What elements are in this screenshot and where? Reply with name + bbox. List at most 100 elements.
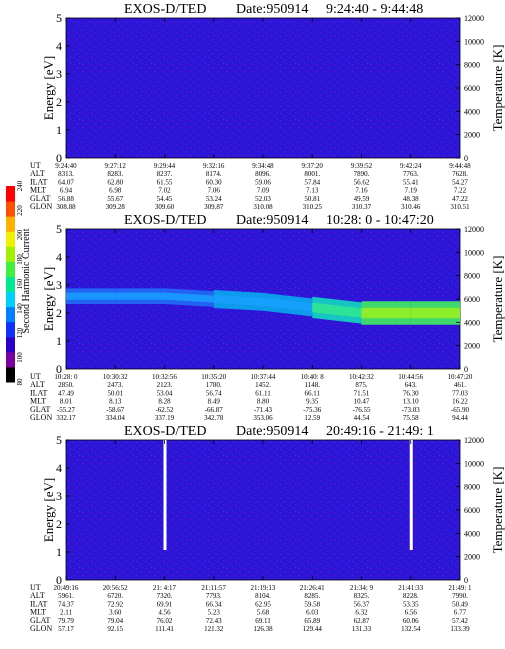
orbit-table-cell: 310.51 (450, 203, 470, 211)
orbit-table-cell: 47.49 (58, 389, 74, 397)
orbit-table-cell: 310.08 (253, 203, 273, 211)
orbit-table-cell: -71.43 (254, 406, 273, 414)
orbit-row-label: GLON (30, 202, 52, 211)
y-tick-label: 1 (56, 545, 62, 559)
orbit-table-cell: 7990. (452, 592, 468, 600)
orbit-table-cell: 79.04 (107, 617, 123, 625)
y-tick-label: 3 (56, 489, 62, 503)
orbit-table-cell: 2473. (107, 381, 123, 389)
orbit-table-cell: 1148. (305, 381, 321, 389)
orbit-row-label: ILAT (30, 388, 47, 397)
orbit-table-cell: 60.06 (403, 617, 419, 625)
orbit-table-cell: 309.60 (155, 203, 175, 211)
orbit-table-cell: 54.27 (452, 178, 468, 186)
orbit-table-cell: 76.02 (157, 617, 173, 625)
panel-2-date: Date:950914 (236, 213, 308, 228)
orbit-table-cell: 342.78 (204, 414, 224, 422)
orbit-table-cell: 121.32 (204, 625, 224, 633)
orbit-table-cell: 60.30 (206, 178, 222, 186)
panel-2-ylabel: Energy [eV] (41, 267, 56, 331)
y-tick-label: 1 (56, 123, 62, 137)
y-tick-label: 0 (56, 362, 62, 376)
colorbar-swatch (6, 351, 15, 368)
y-tick-label: 2 (56, 95, 62, 109)
y2-tick-label: 0 (464, 576, 468, 585)
colorbar-label: Second Harmonic Current (21, 228, 32, 333)
orbit-row-label: UT (30, 161, 41, 170)
orbit-table-cell: 76.30 (403, 389, 419, 397)
orbit-table-cell: 10.47 (354, 398, 370, 406)
orbit-table-cell: 8325. (354, 592, 370, 600)
band-core (115, 292, 165, 300)
panel-2-band (66, 288, 460, 325)
orbit-table-cell: 21:26:41 (300, 584, 325, 592)
orbit-table-cell: 9.35 (306, 398, 319, 406)
orbit-table-cell: 1780. (206, 381, 222, 389)
orbit-table-cell: 7.06 (208, 187, 221, 195)
orbit-row-label: GLON (30, 624, 52, 633)
orbit-table-cell: 56.88 (58, 195, 74, 203)
orbit-table-cell: -62.52 (155, 406, 174, 414)
orbit-table-cell: 71.51 (354, 389, 370, 397)
orbit-table-cell: 10:40: 8 (301, 373, 325, 381)
orbit-table-cell: 3.60 (109, 609, 122, 617)
orbit-table-cell: 13.10 (403, 398, 419, 406)
orbit-table-cell: 61.55 (157, 178, 173, 186)
panel-2-y2label: Temperature [K] (490, 256, 505, 343)
panel-2: EXOS-D/TED Date:950914 10:28: 0 - 10:47:… (30, 213, 505, 422)
orbit-table-cell: 132.54 (401, 625, 421, 633)
orbit-table-cell: 21:11:57 (201, 584, 226, 592)
orbit-row-label: UT (30, 583, 41, 592)
orbit-table-cell: 6720. (107, 592, 123, 600)
y2-tick-label: 12000 (464, 14, 484, 23)
orbit-table-cell: 10:32:56 (152, 373, 177, 381)
orbit-table-cell: 57.17 (58, 625, 74, 633)
orbit-table-cell: 7.22 (454, 187, 467, 195)
orbit-table-cell: 5961. (58, 592, 74, 600)
orbit-table-cell: 129.44 (303, 625, 323, 633)
colorbar-ticks: 80 100 120 140 160 180 200 220 240 (16, 180, 24, 385)
panel-1-axes: 0 1 2 3 4 5 0 2000 4000 6000 8000 10000 12000 (56, 11, 484, 165)
orbit-table-cell: 6.32 (355, 609, 368, 617)
orbit-table-cell: -75.36 (303, 406, 322, 414)
orbit-row-label: GLAT (30, 194, 51, 203)
colorbar-swatch (6, 291, 15, 308)
orbit-table-cell: 55.67 (107, 195, 123, 203)
y-tick-label: 5 (56, 433, 62, 447)
band-core (410, 307, 460, 319)
panel-2-title: EXOS-D/TED (124, 213, 206, 228)
y-tick-label: 2 (56, 306, 62, 320)
orbit-table-cell: 6.56 (405, 609, 418, 617)
y2-tick-label: 12000 (464, 436, 484, 445)
orbit-table-cell: 61.11 (255, 389, 271, 397)
orbit-table-cell: 8096. (255, 170, 271, 178)
panel-2-time-range: 10:28: 0 - 10:47:20 (326, 213, 434, 228)
panel-3-ylabel: Energy [eV] (41, 478, 56, 542)
y-tick-label: 0 (56, 573, 62, 587)
colorbar-swatch (6, 216, 15, 232)
orbit-row-label: ILAT (30, 599, 47, 608)
orbit-row-label: MLT (30, 608, 46, 617)
y-tick-label: 0 (56, 151, 62, 165)
orbit-row-label: ALT (30, 169, 45, 178)
y-tick-label: 5 (56, 11, 62, 25)
y2-tick-label: 10000 (464, 37, 484, 46)
y2-tick-label: 2000 (464, 553, 480, 562)
band-core (164, 292, 214, 303)
panel-3-plot-area (65, 439, 461, 581)
panel-1-title: EXOS-D/TED (124, 2, 206, 17)
y2-tick-label: 8000 (464, 61, 480, 70)
colorbar: 80 100 120 140 160 180 200 220 240 Second Harmon… (6, 180, 32, 386)
orbit-table-cell: 56.37 (354, 600, 370, 608)
colorbar-tick-label: 200 (16, 229, 24, 240)
orbit-table-cell: 50.01 (107, 389, 123, 397)
orbit-table-cell: 8174. (206, 170, 222, 178)
orbit-table-cell: 9:27:12 (105, 162, 127, 170)
orbit-table-cell: 92.15 (107, 625, 123, 633)
orbit-table-cell: 2850. (58, 381, 74, 389)
panel-1-time-range: 9:24:40 - 9:44:48 (326, 2, 423, 17)
panel-1-ylabel: Energy [eV] (41, 56, 56, 120)
orbit-table-cell: 643. (405, 381, 418, 389)
orbit-row-label: ALT (30, 380, 45, 389)
